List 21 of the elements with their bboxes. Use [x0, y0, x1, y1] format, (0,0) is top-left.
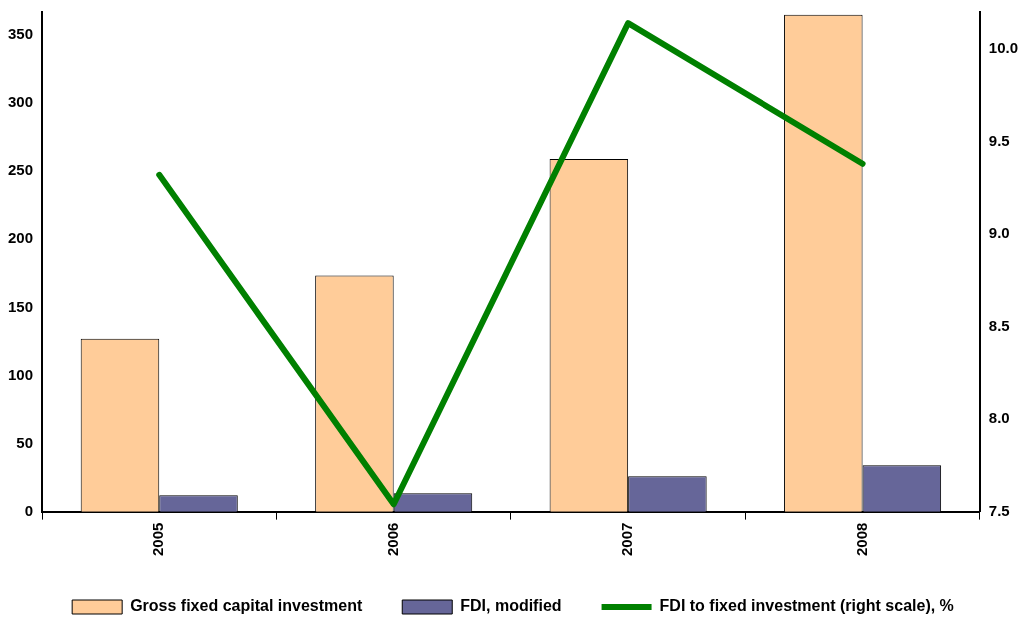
y-tick-label: 150: [8, 297, 34, 315]
y2-tick-label: 8.0: [988, 409, 1010, 427]
legend-label: FDI, modified: [460, 597, 562, 615]
y2-tick-label: 7.5: [988, 501, 1010, 519]
x-tick-label: 2006: [383, 522, 401, 557]
y-tick-label: 200: [8, 229, 34, 247]
legend-label: FDI to fixed investment (right scale), %: [659, 597, 954, 615]
y-tick-label: 0: [24, 501, 34, 519]
legend-label: Gross fixed capital investment: [130, 597, 363, 615]
x-tick-label: 2005: [149, 522, 167, 557]
y-tick-label: 350: [8, 25, 34, 43]
y-tick-label: 250: [8, 161, 34, 179]
y2-tick-label: 10.0: [988, 39, 1019, 57]
y-tick-label: 50: [16, 433, 34, 451]
y-tick-label: 300: [8, 93, 34, 111]
x-tick-label: 2008: [852, 522, 870, 557]
y2-tick-label: 9.0: [988, 224, 1010, 242]
y-tick-label: 100: [8, 365, 34, 383]
y2-tick-label: 9.5: [988, 131, 1010, 149]
x-tick-label: 2007: [618, 522, 636, 557]
y2-tick-label: 8.5: [988, 316, 1010, 334]
